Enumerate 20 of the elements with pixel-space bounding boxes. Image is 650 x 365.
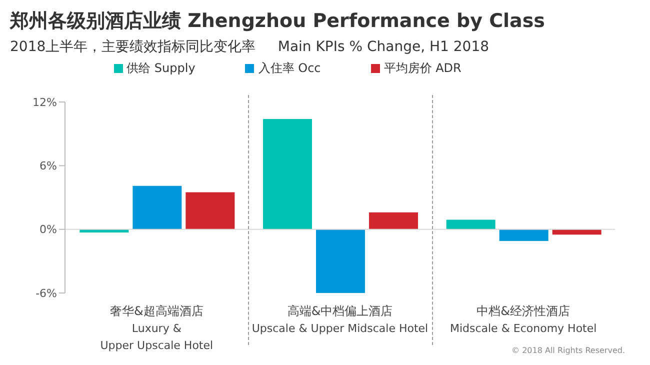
y-tick-label: 6% [40, 160, 57, 173]
x-tick-label: 奢华&超高端酒店 Luxury & Upper Upscale Hotel [100, 304, 214, 352]
legend-label: 供给 Supply [126, 61, 196, 75]
bar [499, 229, 548, 242]
bar [263, 118, 312, 230]
x-tick-label: 中档&经济性酒店 Midscale & Economy Hotel [450, 304, 597, 335]
bar [186, 192, 235, 230]
legend-label: 入住率 Occ [258, 61, 321, 75]
y-tick-label: 0% [40, 223, 57, 236]
bar [316, 229, 365, 293]
text: © 2018 All Rights Reserved. [512, 346, 625, 355]
chart-subtitle: 2018上半年，主要绩效指标同比变化率 Main KPIs % Change, H1 2018 [10, 38, 490, 56]
legend-label: 平均房价 ADR [384, 61, 462, 75]
chart-title: 郑州各级别酒店业绩 Zhengzhou Performance by Class [10, 9, 545, 34]
y-tick-label: -6% [36, 286, 57, 300]
y-tick-label: 12% [32, 96, 57, 109]
bar [446, 220, 496, 230]
x-tick-label: 高端&中档偏上酒店 Upscale & Upper Midscale Hotel [252, 304, 428, 335]
bar [369, 212, 418, 230]
bar [132, 186, 182, 230]
